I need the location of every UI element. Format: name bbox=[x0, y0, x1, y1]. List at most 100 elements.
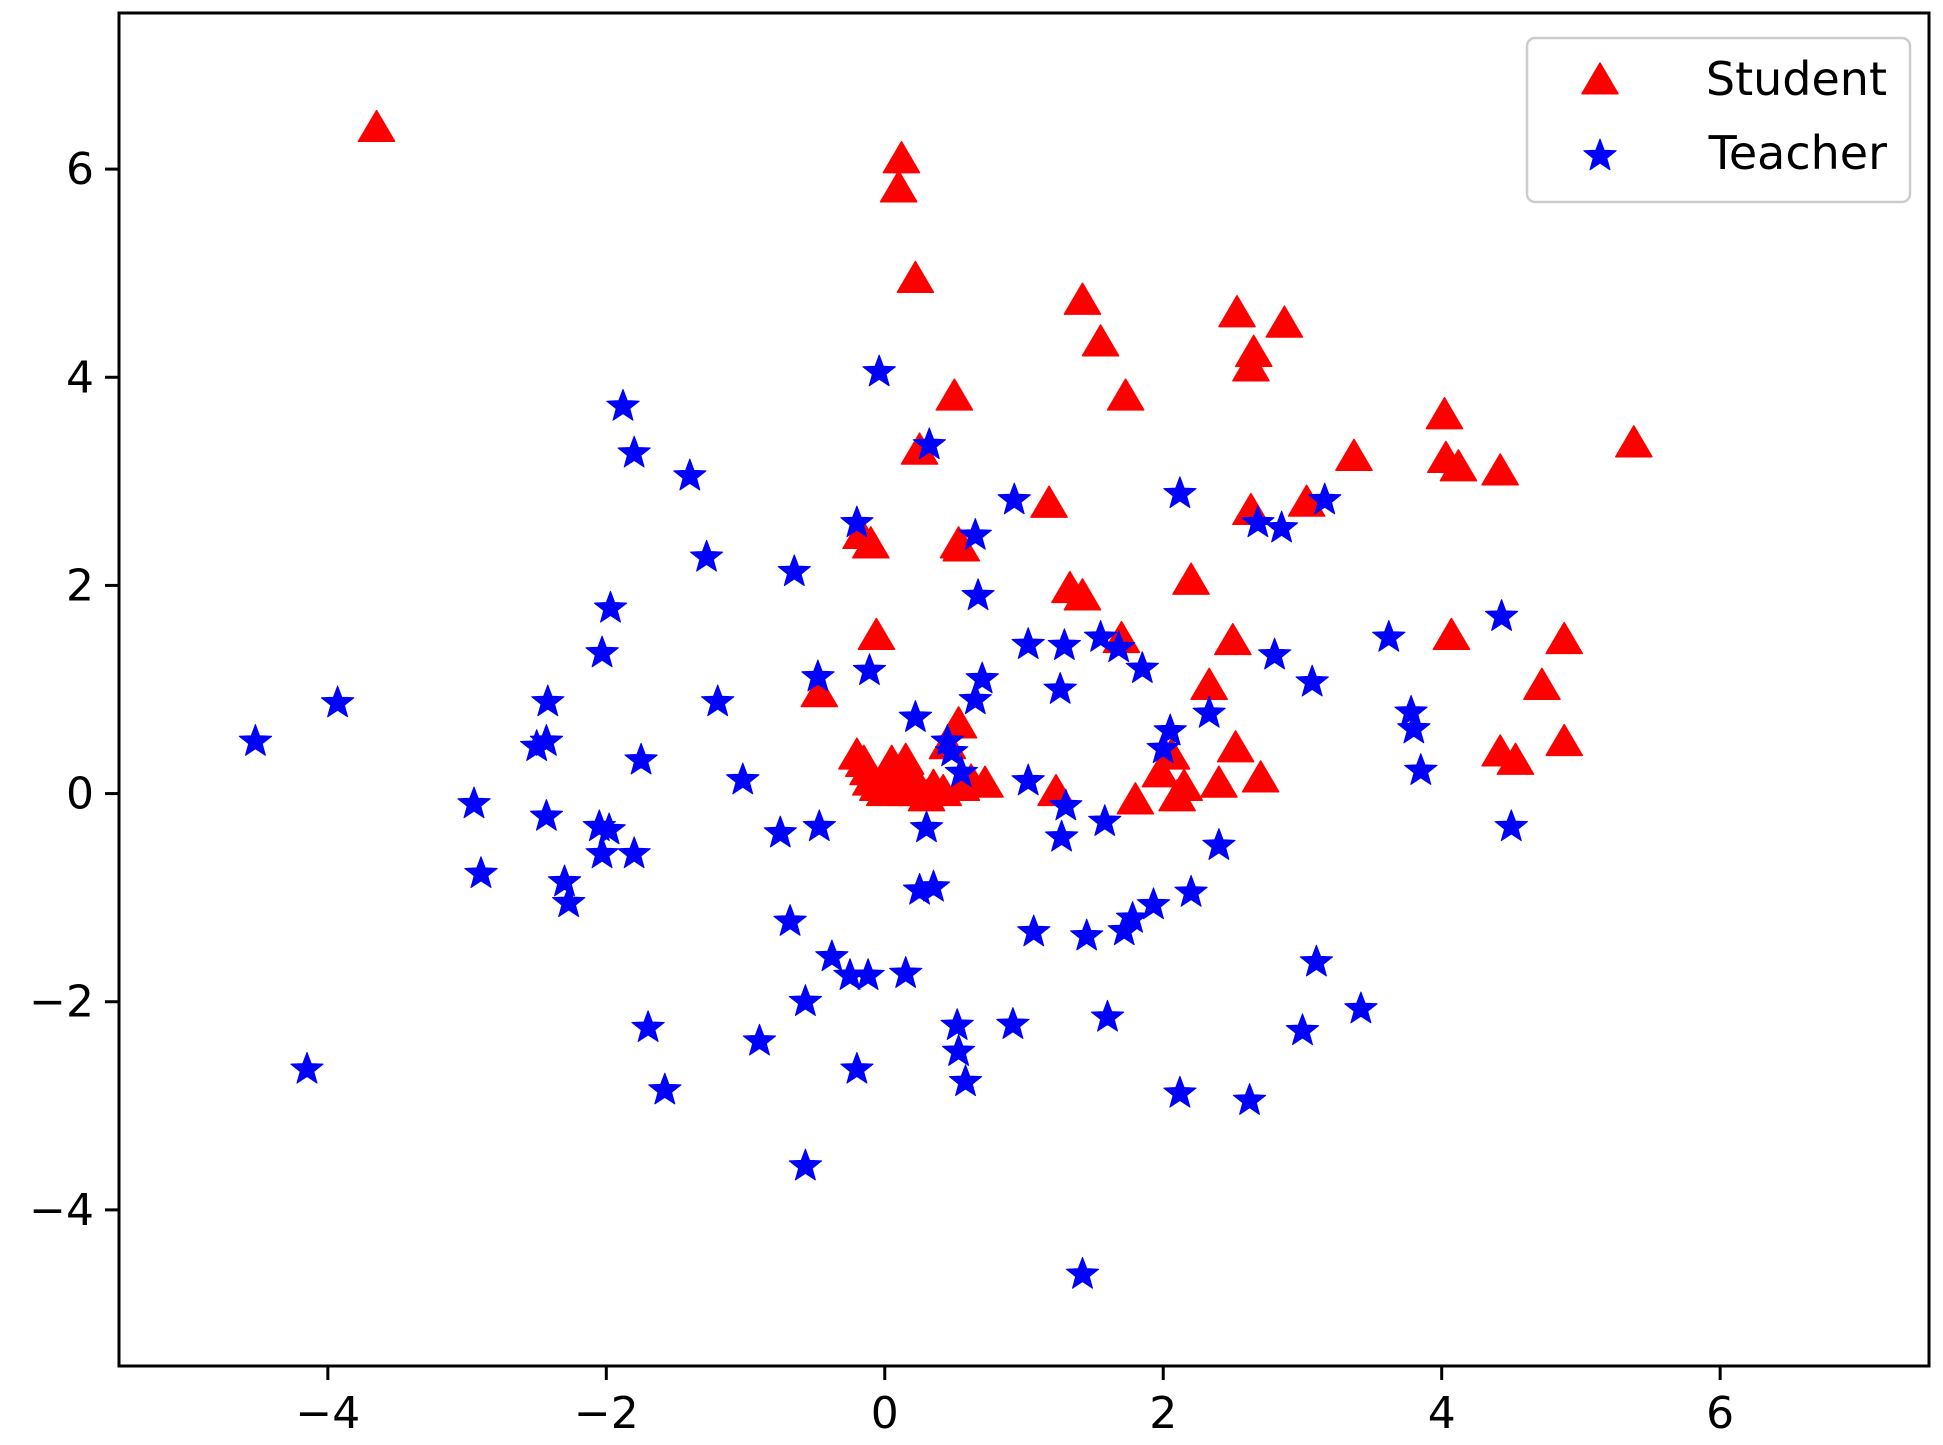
teacher-point bbox=[529, 724, 564, 756]
teacher-point bbox=[788, 984, 823, 1016]
teacher-point bbox=[1125, 651, 1159, 683]
legend-marker-student bbox=[1581, 62, 1619, 95]
y-tick-label: −4 bbox=[29, 1185, 94, 1236]
teacher-point bbox=[1065, 1256, 1100, 1289]
legend-label-teacher: Teacher bbox=[1708, 126, 1888, 180]
teacher-point bbox=[631, 1010, 665, 1042]
x-tick-label: −2 bbox=[574, 1388, 639, 1439]
teacher-point bbox=[320, 685, 355, 718]
teacher-point bbox=[1372, 620, 1406, 652]
teacher-point bbox=[592, 812, 626, 845]
teacher-point bbox=[851, 958, 885, 990]
student-point bbox=[1232, 349, 1270, 382]
student-point bbox=[935, 378, 974, 411]
teacher-point bbox=[840, 505, 874, 538]
teacher-point bbox=[940, 1008, 974, 1040]
teacher-point bbox=[1090, 999, 1125, 1032]
teacher-point bbox=[802, 809, 836, 842]
teacher-point bbox=[1192, 695, 1226, 728]
x-axis: −4 −2 0 2 4 6 bbox=[295, 1366, 1734, 1439]
teacher-point bbox=[1049, 788, 1083, 821]
teacher-point bbox=[909, 810, 944, 843]
teacher-point bbox=[912, 427, 946, 460]
teacher-point bbox=[840, 1051, 874, 1084]
plot-area bbox=[119, 13, 1929, 1366]
student-point bbox=[882, 141, 921, 174]
student-point bbox=[1218, 295, 1256, 328]
student-point bbox=[1141, 755, 1180, 788]
x-tick-label: 0 bbox=[871, 1388, 899, 1439]
student-point bbox=[1545, 723, 1584, 757]
teacher-point bbox=[1011, 763, 1045, 796]
student-point bbox=[1432, 617, 1471, 650]
student-point bbox=[857, 617, 896, 650]
teacher-point bbox=[1257, 637, 1292, 670]
teacher-point bbox=[648, 1072, 682, 1105]
teacher-point bbox=[1484, 599, 1519, 631]
teacher-point bbox=[996, 1007, 1030, 1039]
teacher-point bbox=[941, 1034, 976, 1066]
teacher-point bbox=[934, 734, 969, 767]
teacher-point bbox=[965, 661, 999, 694]
teacher-point bbox=[617, 435, 651, 468]
teacher-point bbox=[1043, 672, 1077, 704]
teacher-point bbox=[777, 554, 811, 587]
student-point bbox=[1615, 425, 1653, 458]
teacher-point bbox=[1308, 482, 1342, 515]
teacher-point bbox=[1404, 753, 1438, 785]
teacher-point bbox=[1017, 914, 1051, 947]
student-point bbox=[800, 674, 839, 708]
teacher-point bbox=[889, 956, 923, 988]
teacher-point bbox=[1299, 944, 1334, 977]
teacher-point bbox=[788, 1148, 823, 1181]
teacher-point bbox=[1241, 505, 1275, 538]
y-tick-label: 6 bbox=[66, 144, 94, 195]
legend-marker-teacher bbox=[1583, 138, 1617, 171]
student-point bbox=[1216, 730, 1255, 763]
teacher-point bbox=[1153, 713, 1187, 746]
student-point bbox=[1063, 282, 1102, 315]
teacher-point bbox=[529, 799, 564, 831]
teacher-point bbox=[457, 786, 491, 819]
student-point bbox=[1030, 485, 1068, 518]
teacher-point bbox=[726, 762, 760, 795]
legend-entries: Student Teacher bbox=[1581, 52, 1888, 180]
student-point bbox=[1081, 324, 1120, 357]
teacher-point bbox=[958, 518, 992, 550]
x-tick-label: 6 bbox=[1706, 1388, 1734, 1439]
teacher-point bbox=[689, 539, 724, 572]
teacher-point bbox=[948, 1064, 983, 1097]
teacher-point bbox=[862, 354, 896, 387]
teacher-point bbox=[1044, 819, 1079, 852]
teacher-point bbox=[1136, 887, 1171, 920]
y-tick-label: 2 bbox=[66, 560, 94, 611]
student-point bbox=[1172, 562, 1210, 595]
teacher-point bbox=[801, 659, 835, 692]
teacher-point bbox=[1088, 804, 1122, 836]
teacher-point bbox=[852, 653, 887, 685]
teacher-point bbox=[898, 700, 933, 732]
teacher-point bbox=[1011, 627, 1045, 659]
plot-frame bbox=[117, 11, 1931, 1368]
teacher-point bbox=[624, 742, 658, 775]
student-point bbox=[1335, 438, 1373, 471]
teacher-point bbox=[1163, 476, 1197, 509]
legend-box bbox=[1525, 36, 1912, 204]
student-point bbox=[1200, 765, 1238, 798]
student-point bbox=[1523, 667, 1561, 700]
y-tick-label: −2 bbox=[29, 977, 94, 1028]
student-point bbox=[1481, 453, 1519, 486]
teacher-point bbox=[552, 885, 586, 918]
teacher-point bbox=[673, 458, 707, 491]
y-tick-label: 0 bbox=[66, 769, 94, 820]
teacher-point bbox=[1070, 918, 1104, 951]
teacher-point bbox=[547, 864, 582, 897]
teacher-point bbox=[701, 684, 735, 717]
teacher-point bbox=[585, 836, 619, 869]
student-point bbox=[1265, 305, 1304, 338]
teacher-point bbox=[1202, 828, 1236, 860]
teacher-point bbox=[290, 1051, 324, 1084]
teacher-point bbox=[585, 635, 619, 668]
teacher-point bbox=[773, 904, 807, 936]
teacher-point bbox=[997, 482, 1031, 515]
